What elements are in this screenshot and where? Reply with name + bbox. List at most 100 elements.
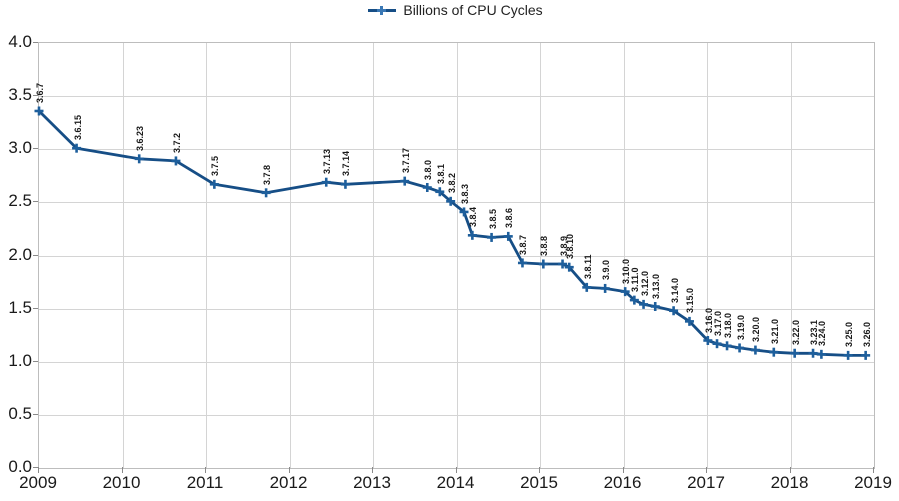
data-point-label: 3.24.0	[817, 321, 828, 347]
y-axis-tick	[33, 42, 38, 43]
y-axis-tick	[33, 360, 38, 362]
data-point-marker	[340, 179, 350, 189]
data-point-label: 3.8.3	[460, 183, 470, 204]
data-point-marker	[72, 143, 82, 153]
x-axis-label: 2011	[186, 473, 224, 492]
data-point-marker	[639, 299, 649, 309]
y-axis-label: 2.0	[8, 244, 32, 264]
data-point-label: 3.8.10	[565, 234, 576, 260]
data-point-marker	[134, 154, 144, 164]
data-point-label: 3.22.0	[790, 320, 801, 346]
x-axis-tick	[622, 467, 624, 473]
data-point-label: 3.7.8	[262, 164, 273, 185]
data-point-marker	[712, 339, 722, 349]
data-point-label: 3.7.13	[322, 149, 333, 175]
data-point-label: 3.14.0	[669, 277, 680, 303]
data-point-marker	[467, 230, 477, 240]
data-point-label: 3.6.15	[72, 115, 83, 141]
data-point-marker	[517, 258, 527, 268]
y-axis-tick	[33, 254, 38, 256]
data-point-label: 3.8.0	[423, 159, 434, 180]
x-axis-label: 2017	[687, 473, 725, 492]
data-point-label: 3.20.0	[751, 317, 762, 343]
x-axis-label: 2010	[102, 473, 141, 492]
data-point-label: 3.7.17	[400, 148, 411, 174]
data-point-marker	[558, 259, 568, 269]
data-point-marker	[816, 349, 826, 359]
chart-legend: Billions of CPU Cycles	[0, 2, 899, 18]
series-line-layer	[34, 106, 871, 360]
data-point-label: 3.18.0	[723, 312, 734, 338]
data-point-marker	[600, 283, 610, 293]
y-axis-label: 3.0	[8, 138, 32, 158]
data-point-label: 3.17.0	[713, 310, 724, 336]
data-point-marker	[843, 350, 853, 360]
x-axis-label: 2009	[19, 473, 57, 492]
data-point-label: 3.9.0	[601, 260, 612, 281]
x-axis-label: 2016	[603, 473, 642, 492]
data-point-marker	[722, 341, 732, 351]
y-axis-label: 0.0	[8, 457, 32, 476]
x-axis-label: 2015	[520, 473, 558, 492]
y-axis-label: 1.0	[8, 350, 32, 370]
x-axis-tick	[38, 467, 39, 473]
plot-area	[34, 42, 875, 469]
data-point-marker	[650, 302, 660, 311]
data-point-label: 3.19.0	[735, 314, 746, 340]
data-point-marker	[34, 106, 44, 116]
x-axis-tick	[288, 467, 290, 473]
data-point-marker	[564, 262, 574, 272]
data-point-marker	[750, 345, 760, 355]
y-axis-label: 2.5	[8, 191, 32, 211]
legend-series-label: Billions of CPU Cycles	[403, 2, 543, 18]
vertical-gridline	[289, 43, 291, 468]
data-point-label: 3.26.0	[861, 322, 872, 348]
y-axis-tick	[33, 95, 38, 97]
y-axis-tick	[33, 201, 38, 203]
data-point-label: 3.7.5	[210, 156, 221, 177]
data-point-label: 3.11.0	[630, 267, 641, 293]
data-point-marker	[321, 177, 331, 187]
data-point-marker	[808, 348, 818, 358]
vertical-gridline	[623, 43, 625, 468]
x-axis-label: 2013	[353, 473, 391, 492]
vertical-gridline	[540, 43, 541, 468]
x-axis-tick	[205, 467, 206, 473]
data-point-marker	[769, 347, 779, 357]
data-point-label: 3.8.7	[518, 234, 529, 255]
data-point-marker	[620, 287, 630, 297]
data-point-label: 3.6.23	[135, 125, 146, 151]
data-point-marker	[538, 259, 548, 269]
data-point-marker	[446, 196, 456, 206]
data-point-marker	[735, 343, 745, 353]
data-point-marker	[171, 156, 181, 166]
data-point-marker	[487, 232, 497, 242]
data-point-marker	[435, 187, 445, 197]
y-axis-label: 1.5	[8, 297, 32, 317]
data-point-label: 3.15.0	[685, 288, 696, 314]
vertical-gridline	[373, 43, 374, 468]
data-point-marker	[400, 176, 410, 186]
data-point-label: 3.25.0	[844, 322, 855, 348]
y-axis-tick	[33, 413, 38, 415]
x-axis-tick	[873, 467, 874, 473]
data-point-label: 3.8.11	[582, 254, 593, 280]
vertical-gridline	[122, 43, 124, 468]
x-axis-tick	[539, 467, 540, 473]
data-point-marker	[209, 179, 219, 189]
x-axis-label: 2014	[436, 473, 475, 492]
legend-line-marker-icon	[368, 5, 397, 16]
data-point-marker	[459, 207, 469, 217]
data-point-label: 3.12.0	[639, 271, 650, 297]
data-point-marker	[669, 306, 679, 316]
data-point-label: 3.8.1	[435, 163, 446, 184]
data-point-label: 3.8.8	[539, 235, 550, 256]
data-point-marker	[790, 348, 800, 358]
data-point-label: 3.21.0	[769, 319, 780, 345]
data-point-marker	[629, 295, 639, 305]
data-point-label: 3.8.2	[446, 173, 457, 194]
data-point-marker	[582, 282, 592, 292]
data-point-marker	[503, 231, 513, 241]
vertical-gridline	[456, 43, 458, 468]
